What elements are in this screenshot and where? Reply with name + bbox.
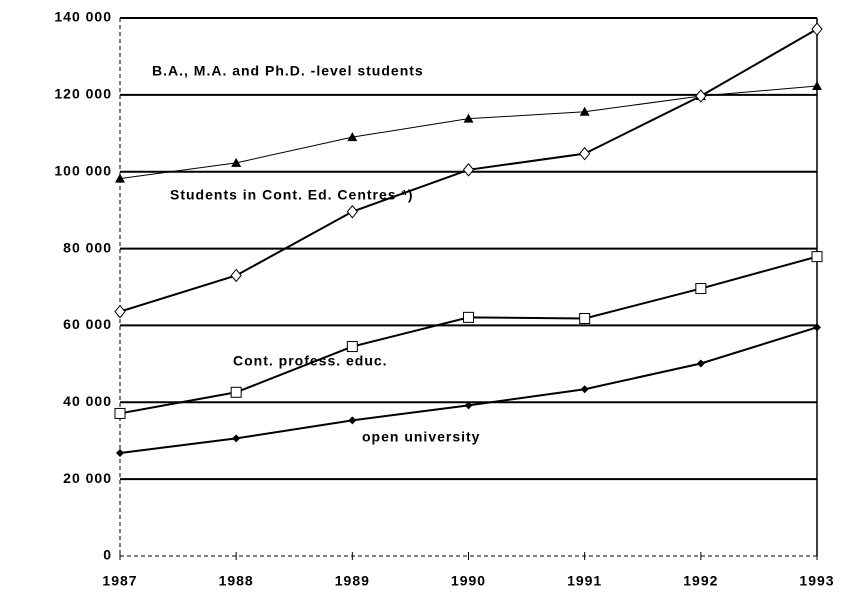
marker xyxy=(114,407,126,419)
marker xyxy=(463,113,474,123)
y-tick-label: 100 000 xyxy=(54,162,112,178)
marker xyxy=(579,146,591,161)
marker xyxy=(579,106,590,116)
marker xyxy=(346,341,358,353)
y-tick-label: 0 xyxy=(103,547,112,563)
marker xyxy=(231,157,242,167)
marker xyxy=(696,359,705,368)
marker xyxy=(230,268,242,283)
marker xyxy=(347,132,358,142)
marker xyxy=(346,204,358,219)
x-tick-label: 1988 xyxy=(219,573,254,589)
marker xyxy=(464,401,473,410)
marker xyxy=(812,81,822,91)
line xyxy=(119,255,818,415)
marker xyxy=(462,163,475,177)
x-tick-label: 1993 xyxy=(799,573,834,589)
marker xyxy=(463,311,474,323)
marker xyxy=(811,251,823,263)
x-tick-label: 1987 xyxy=(102,573,137,589)
marker xyxy=(695,283,707,295)
marker xyxy=(116,449,124,458)
marker xyxy=(348,416,357,425)
series-label: B.A., M.A. and Ph.D. -level students xyxy=(152,63,424,79)
y-tick-label: 40 000 xyxy=(63,393,112,409)
x-tick-label: 1989 xyxy=(335,573,370,589)
x-tick-label: 1991 xyxy=(567,573,602,589)
marker xyxy=(232,434,241,443)
x-tick-label: 1992 xyxy=(683,573,718,589)
series-label: Cont. profess. educ. xyxy=(233,353,388,369)
x-tick-label: 1990 xyxy=(451,573,486,589)
series-label: open university xyxy=(362,429,480,445)
y-tick-label: 80 000 xyxy=(63,239,112,255)
marker xyxy=(114,304,126,319)
marker xyxy=(580,385,589,394)
y-tick-label: 60 000 xyxy=(63,316,112,332)
marker xyxy=(813,323,821,332)
marker xyxy=(115,173,125,183)
marker xyxy=(579,313,591,325)
y-tick-label: 120 000 xyxy=(54,86,112,102)
y-tick-label: 140 000 xyxy=(54,9,112,25)
y-tick-label: 20 000 xyxy=(63,470,112,486)
marker xyxy=(811,22,823,36)
series-label: Students in Cont. Ed. Centres *) xyxy=(170,187,414,203)
marker xyxy=(695,89,707,103)
marker xyxy=(230,386,242,398)
